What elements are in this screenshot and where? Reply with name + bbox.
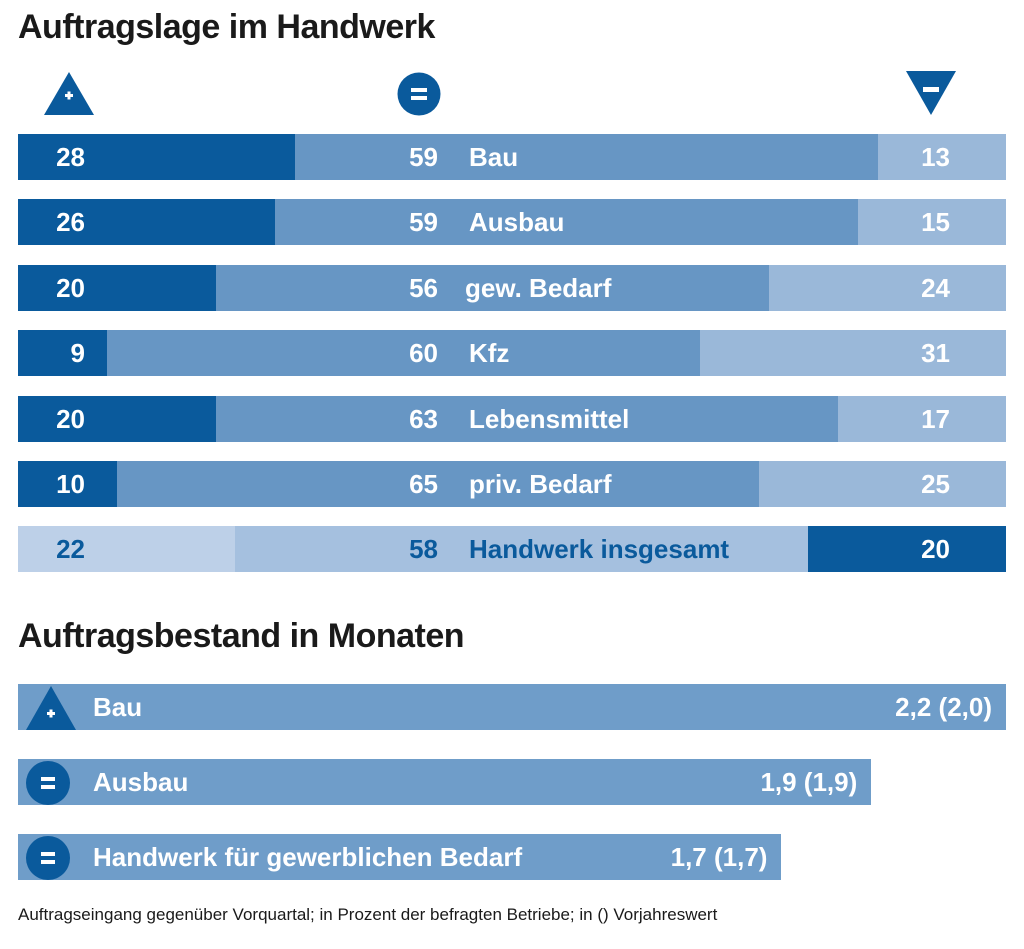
category-label: Kfz bbox=[469, 338, 510, 369]
bar-segment-equal bbox=[215, 264, 769, 311]
bar-segment-plus bbox=[18, 199, 275, 246]
bar-row: 26 59 Ausbau 15 bbox=[18, 199, 1006, 246]
bar-segment-minus bbox=[877, 134, 1006, 180]
bar-row: 28 59 Bau 13 bbox=[18, 134, 1006, 180]
value-label: 1,7 (1,7) bbox=[670, 842, 768, 872]
bestand-bar: Handwerk für gewerblichen Bedarf 1,7 (1,7… bbox=[18, 834, 782, 880]
bestand-bar: Ausbau 1,9 (1,9) bbox=[18, 759, 872, 805]
bar-segment-minus bbox=[838, 395, 1006, 442]
bar-segment-plus bbox=[18, 461, 117, 507]
category-label: Handwerk insgesamt bbox=[469, 534, 730, 565]
bar-segment-equal bbox=[215, 395, 839, 442]
bar-row: 9 60 Kfz 31 bbox=[18, 330, 1006, 377]
bar-row: 20 56 gew. Bedarf 24 bbox=[18, 264, 1006, 311]
value-label-plus: 28 bbox=[56, 142, 85, 172]
value-label-plus: 10 bbox=[56, 469, 85, 499]
bar-segment-minus bbox=[808, 526, 1006, 573]
bar-row: 22 58 Handwerk insgesamt 20 bbox=[18, 526, 1006, 573]
value-label-equal: 65 bbox=[409, 469, 438, 499]
value-label-equal: 56 bbox=[409, 272, 438, 303]
value-label-minus: 15 bbox=[921, 207, 950, 238]
category-label: Handwerk für gewerblichen Bedarf bbox=[93, 842, 523, 872]
value-label-minus: 17 bbox=[921, 403, 950, 434]
value-label-plus: 20 bbox=[56, 403, 85, 434]
footnote: Auftragseingang gegenüber Vorquartal; in… bbox=[18, 905, 718, 924]
value-label-equal: 63 bbox=[409, 403, 438, 434]
bar-segment-plus bbox=[18, 395, 216, 442]
value-label-minus: 24 bbox=[921, 272, 950, 303]
value-label-equal: 59 bbox=[409, 207, 438, 238]
value-label-plus: 26 bbox=[56, 207, 85, 238]
bar-segment-plus bbox=[18, 526, 236, 573]
value-label-plus: 20 bbox=[56, 272, 85, 303]
value-label-equal: 59 bbox=[409, 142, 438, 172]
category-label: Lebensmittel bbox=[469, 403, 630, 434]
value-label-equal: 58 bbox=[409, 534, 438, 565]
category-label: gew. Bedarf bbox=[465, 272, 612, 303]
value-label-plus: 22 bbox=[56, 534, 85, 565]
bar-segment-plus bbox=[18, 264, 216, 311]
bar-segment-equal bbox=[235, 526, 809, 573]
bar-segment-plus bbox=[18, 330, 107, 377]
category-label: Ausbau bbox=[469, 207, 565, 238]
bestand-bar: Bau 2,2 (2,0) bbox=[18, 684, 1006, 730]
value-label: 2,2 (2,0) bbox=[895, 692, 992, 722]
trend-equal-circle-icon bbox=[26, 836, 70, 880]
legend-plus-triangle-icon bbox=[44, 72, 94, 115]
bar-segment-minus bbox=[759, 461, 1006, 507]
trend-equal-circle-icon bbox=[26, 761, 70, 805]
chart-title-auftragslage: Auftragslage im Handwerk bbox=[18, 8, 435, 46]
bar-segment-equal bbox=[106, 330, 700, 377]
bar-row: 20 63 Lebensmittel 17 bbox=[18, 395, 1006, 442]
bar-segment-equal bbox=[274, 199, 858, 246]
bar-segment-minus bbox=[699, 330, 1006, 377]
bar-segment-minus bbox=[768, 264, 1006, 311]
value-label: 1,9 (1,9) bbox=[760, 767, 858, 797]
bar-segment-minus bbox=[857, 199, 1006, 246]
value-label-minus: 31 bbox=[921, 338, 950, 369]
value-label-minus: 20 bbox=[921, 534, 950, 565]
bar-segment-plus bbox=[18, 134, 295, 180]
bar-segment-equal bbox=[294, 134, 878, 180]
value-label-minus: 13 bbox=[921, 142, 950, 172]
chart-title-auftragsbestand: Auftragsbestand in Monaten bbox=[18, 617, 465, 655]
value-label-minus: 25 bbox=[921, 469, 950, 499]
value-label-plus: 9 bbox=[70, 338, 85, 369]
category-label: Bau bbox=[469, 142, 519, 172]
legend-minus-triangle-icon bbox=[906, 71, 956, 115]
category-label: Bau bbox=[93, 692, 143, 722]
trend-plus-triangle-icon bbox=[26, 686, 76, 730]
category-label: priv. Bedarf bbox=[469, 469, 612, 499]
category-label: Ausbau bbox=[93, 767, 189, 797]
legend-equal-circle-icon bbox=[397, 72, 441, 116]
bar-row: 10 65 priv. Bedarf 25 bbox=[18, 461, 1006, 507]
value-label-equal: 60 bbox=[409, 338, 438, 369]
bar-segment-equal bbox=[116, 461, 759, 507]
